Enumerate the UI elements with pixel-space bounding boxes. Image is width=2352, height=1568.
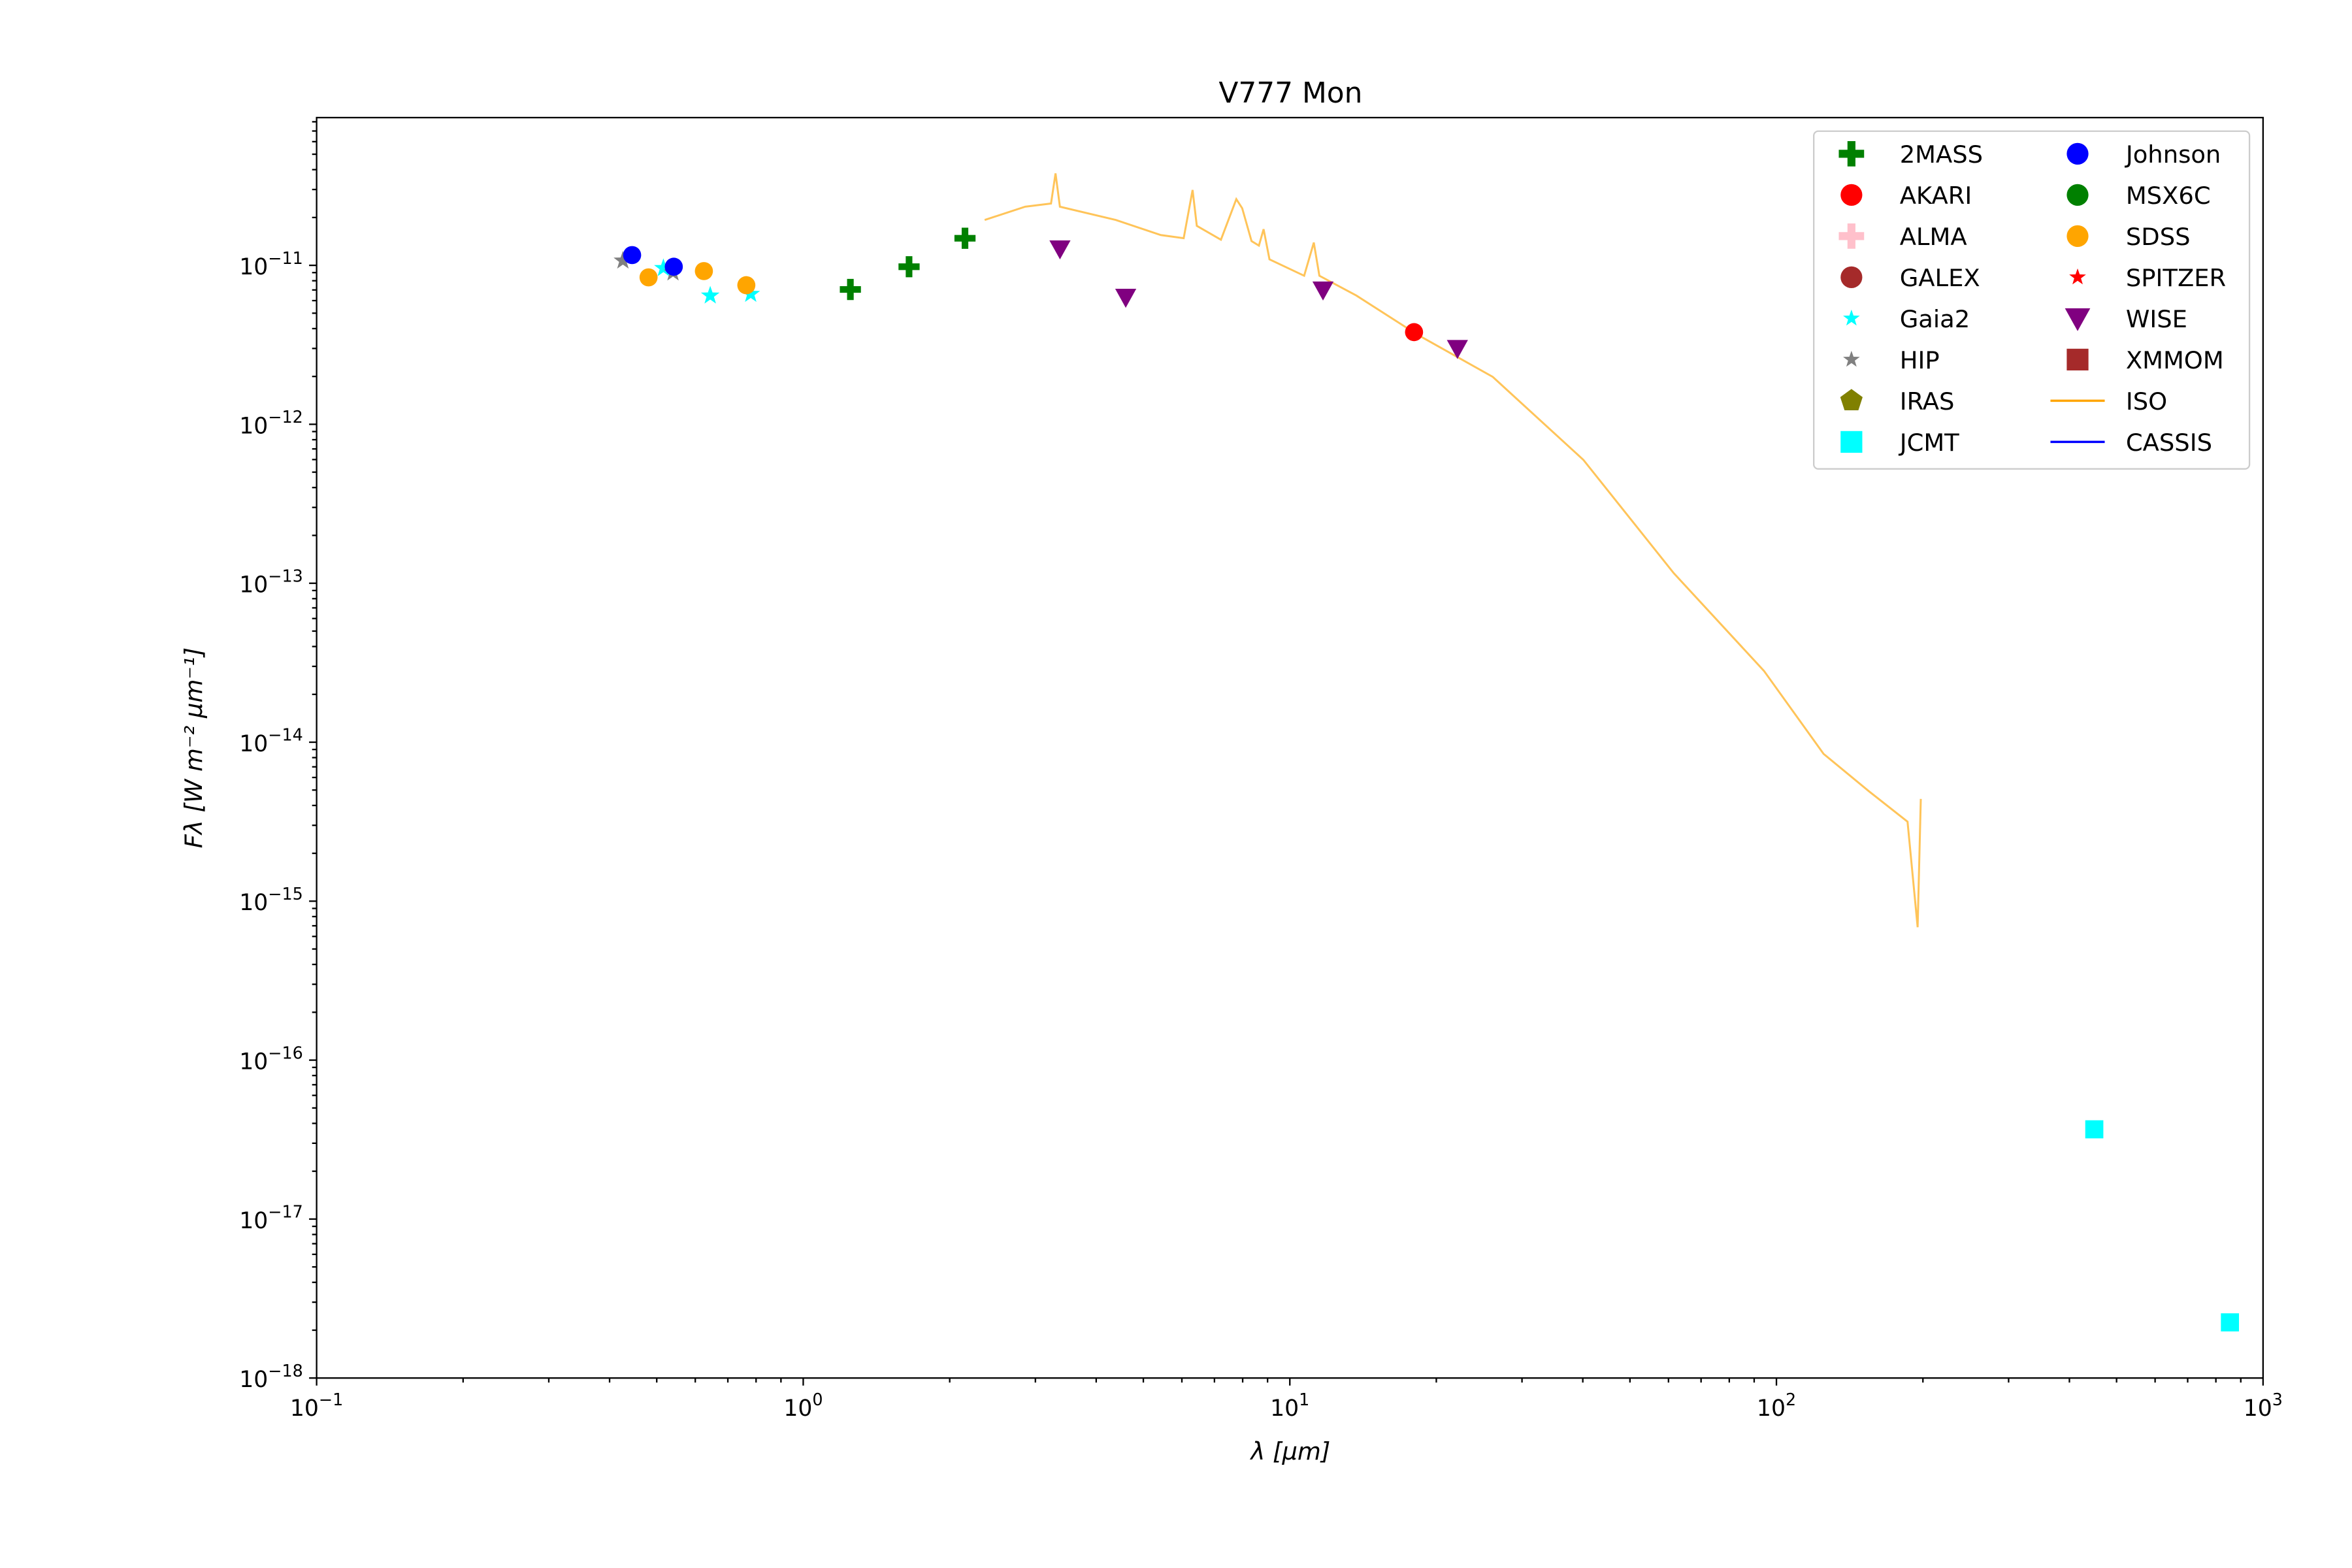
legend-marker [1840, 431, 1863, 453]
legend-label: ALMA [1900, 223, 1967, 251]
data-point-2mass [954, 227, 976, 249]
data-point-sdss [737, 276, 756, 295]
legend-label: MSX6C [2126, 182, 2211, 210]
legend-label: IRAS [1900, 387, 1955, 416]
y-tick-label: 10−14 [239, 725, 303, 757]
legend-item-2mass: 2MASS [1838, 140, 1983, 169]
legend-label: Gaia2 [1900, 305, 1970, 333]
legend-marker [1840, 266, 1863, 288]
y-axis-label: Fλ [W m⁻² μm⁻¹] [180, 647, 208, 849]
data-point-akari [1405, 323, 1424, 342]
legend-marker [2066, 348, 2089, 370]
x-tick-label: 10−1 [290, 1390, 343, 1422]
legend-marker [1838, 223, 1865, 249]
x-tick-label: 103 [2244, 1390, 2283, 1422]
legend-label: WISE [2126, 305, 2187, 333]
legend-label: 2MASS [1900, 140, 1983, 169]
data-point-gaia2 [654, 258, 673, 276]
y-axis: 10−11 10−12 10−13 10−14 10−15 10−16 10−17 10−18 [239, 121, 317, 1393]
legend-label: CASSIS [2126, 429, 2212, 457]
legend-item-xmmom: XMMOM [2066, 346, 2224, 374]
legend-label: JCMT [1899, 429, 1959, 457]
y-tick-label: 10−13 [239, 566, 303, 598]
legend-marker [2066, 142, 2089, 165]
legend-item-galex: GALEX [1840, 264, 1980, 292]
data-point-jcmt [2085, 1120, 2104, 1139]
data-point-2mass [898, 256, 920, 278]
legend-item-hip: HIP [1843, 346, 1940, 374]
legend-item-iso: ISO [2050, 387, 2167, 416]
legend-marker [1843, 350, 1860, 367]
legend-marker [2066, 225, 2089, 247]
data-point-jcmt [2221, 1313, 2240, 1331]
data-point-johnson [623, 246, 642, 265]
series-line-iso [984, 173, 1922, 928]
plot-area [613, 173, 2240, 1331]
y-tick-label: 10−12 [239, 407, 303, 439]
legend-item-sdss: SDSS [2066, 223, 2191, 251]
legend-label: AKARI [1900, 182, 1972, 210]
legend-label: XMMOM [2126, 346, 2224, 374]
data-point-sdss [694, 262, 713, 280]
legend-label: GALEX [1900, 264, 1980, 292]
data-point-wise [1446, 340, 1468, 359]
data-point-gaia2 [700, 286, 720, 304]
legend-marker [1840, 184, 1863, 206]
legend-label: SDSS [2126, 223, 2191, 251]
y-tick-label: 10−15 [239, 884, 303, 916]
legend-item-jcmt: JCMT [1840, 429, 1959, 457]
legend-box [1813, 130, 2251, 470]
legend-item-akari: AKARI [1840, 182, 1972, 210]
legend-item-cassis: CASSIS [2050, 429, 2212, 457]
legend-label: SPITZER [2126, 264, 2226, 292]
legend-marker [1840, 389, 1863, 410]
legend-label: Johnson [2125, 140, 2221, 169]
data-point-wise [1115, 289, 1137, 308]
legend: 2MASS AKARI ALMA GALEX Gaia2 HIP IRAS JCMT Johns… [1813, 130, 2251, 470]
legend-marker [2069, 268, 2086, 285]
x-tick-label: 100 [783, 1390, 823, 1422]
data-point-wise [1312, 281, 1334, 301]
data-point-johnson [664, 257, 683, 276]
legend-marker [2065, 308, 2091, 331]
legend-marker [1838, 141, 1865, 167]
y-tick-label: 10−11 [239, 248, 303, 280]
legend-item-spitzer: SPITZER [2069, 264, 2226, 292]
y-tick-label: 10−17 [239, 1202, 303, 1234]
x-tick-label: 102 [1757, 1390, 1796, 1422]
legend-label: ISO [2126, 387, 2167, 416]
legend-label: HIP [1900, 346, 1940, 374]
x-tick-label: 101 [1270, 1390, 1309, 1422]
legend-item-johnson: Johnson [2066, 140, 2221, 169]
legend-marker [1843, 309, 1860, 326]
chart-title: V777 Mon [1218, 76, 1362, 110]
legend-item-alma: ALMA [1838, 223, 1967, 251]
data-point-sdss [639, 268, 658, 287]
legend-item-wise: WISE [2065, 305, 2187, 333]
legend-item-msx6c: MSX6C [2066, 182, 2211, 210]
legend-marker [2066, 184, 2089, 206]
x-axis-label: λ [μm] [1249, 1437, 1330, 1465]
legend-item-iras: IRAS [1840, 387, 1955, 416]
x-axis: 10−1 100 101 102 103 [290, 1378, 2283, 1422]
legend-item-gaia2: Gaia2 [1843, 305, 1970, 333]
y-tick-label: 10−18 [239, 1361, 303, 1393]
y-tick-label: 10−16 [239, 1043, 303, 1075]
data-point-2mass [840, 278, 861, 301]
data-point-hip [613, 250, 632, 269]
data-point-wise [1049, 240, 1071, 260]
